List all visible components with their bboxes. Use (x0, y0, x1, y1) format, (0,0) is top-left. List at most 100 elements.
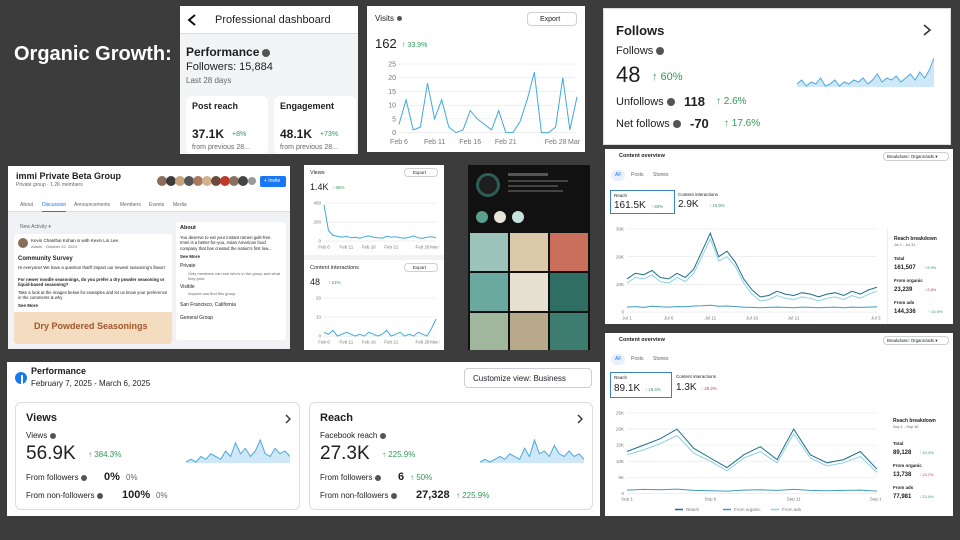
decoration (512, 211, 524, 223)
dashboard-header (180, 6, 358, 34)
info-icon (656, 47, 665, 56)
x-tick-label: Jul 1 (622, 315, 632, 320)
views-total: 1.4K (310, 182, 329, 192)
chevron[interactable] (922, 23, 932, 37)
tab[interactable]: Stories (653, 356, 669, 362)
post-text: Hi everyone! We have a question that'll … (18, 265, 166, 270)
followers: Followers: 15,884 (186, 61, 273, 73)
row-value: 100% (122, 489, 151, 501)
tab[interactable]: About (20, 202, 34, 208)
customize-dropdown[interactable]: Customize view: Business (464, 368, 592, 388)
y-tick-label: 0 (392, 130, 396, 137)
about-title: About (180, 225, 196, 231)
row-value: 89,128 (893, 450, 912, 456)
label-text: From non-followers (320, 491, 389, 500)
tab[interactable]: Stories (653, 172, 669, 178)
decoration (220, 176, 230, 186)
row-value: 13,738 (893, 472, 912, 478)
tab[interactable]: Events (149, 202, 165, 208)
follows-label: Follows (616, 46, 665, 57)
series-line (626, 432, 878, 473)
metric-box[interactable]: Reach 161.5K ↑ 83% (610, 190, 675, 214)
x-tick-label: Feb 21 (495, 139, 517, 146)
info-icon (81, 474, 88, 481)
x-tick-label: Feb 16 (362, 244, 377, 249)
y-tick-label: 10 (316, 315, 322, 320)
performance-panel: Performance February 7, 2025 - March 6, … (7, 362, 600, 516)
visits-title: Visits (375, 15, 402, 23)
y-tick-label: 10 (388, 103, 396, 110)
series-line (626, 488, 878, 492)
row-change: ↑ 225.9% (456, 491, 490, 500)
card-change: ↑ 225.9% (382, 450, 416, 459)
row-value: 23,239 (894, 287, 913, 293)
interactions-change: ↑ 21% (328, 280, 341, 285)
visits-total: 162 (375, 36, 397, 51)
stat-note: from previous 28... (192, 144, 250, 151)
card-value: 56.9K (26, 443, 76, 464)
back-arrow[interactable] (186, 13, 198, 27)
info-icon (396, 16, 402, 22)
row-change: ↑ 19.4% (919, 450, 934, 455)
tab[interactable]: All (611, 354, 625, 365)
decoration (510, 233, 548, 271)
decoration (157, 176, 167, 186)
row-label: From followers (26, 473, 88, 482)
card-title: Views (26, 412, 57, 424)
unfollows-label: Unfollows (616, 97, 675, 108)
export-button[interactable]: Export (404, 263, 438, 272)
row-label: From organic (893, 463, 922, 468)
tab[interactable]: Posts (631, 172, 644, 178)
row-label: From followers (320, 474, 382, 482)
invite-button[interactable]: + Invite (260, 176, 286, 187)
tab[interactable]: Discussion (42, 203, 67, 212)
see-more[interactable]: See More (180, 254, 201, 259)
row-change: ↓ 2.6% (924, 287, 937, 292)
breakdown-title: Reach breakdown (893, 418, 936, 424)
metric-box[interactable]: Content interactions 1.3K ↓ 25.2% (675, 372, 755, 398)
tab[interactable]: Announcements (74, 202, 111, 208)
tab[interactable]: All (611, 170, 625, 181)
row-value: 6 (398, 471, 405, 483)
tab[interactable]: Posts (631, 356, 644, 362)
see-more[interactable]: See More (18, 303, 39, 308)
metric-box[interactable]: Reach 89.1K ↑ 19.4% (610, 372, 672, 398)
y-tick-label: 5 (392, 116, 396, 123)
tab[interactable]: Media (173, 202, 187, 208)
metric-change: ↑ 10.9% (709, 203, 725, 208)
label-text: From followers (26, 473, 79, 482)
metric-value: 89.1K (614, 383, 641, 394)
chevron[interactable] (576, 413, 584, 425)
x-tick-label: Sep 16 (870, 497, 881, 502)
chevron[interactable] (284, 413, 292, 425)
series-line (626, 304, 878, 309)
info-icon (666, 98, 675, 107)
row-change: 0% (156, 491, 168, 500)
stat-label: Post reach (192, 101, 239, 111)
stat-note: from previous 28... (280, 144, 338, 151)
decoration (285, 414, 291, 424)
decoration (187, 14, 196, 26)
metric-box[interactable]: Content interactions 2.9K ↑ 10.9% (677, 190, 757, 214)
breakdown-dropdown[interactable]: Breakdown: Organic/ads ▾ (883, 152, 949, 161)
info-icon (391, 492, 398, 499)
y-tick-label: 10K (616, 282, 624, 287)
period: Last 28 days (186, 76, 232, 85)
export-button[interactable]: Export (404, 168, 438, 177)
row-value: 0% (104, 471, 120, 483)
about-visible: Visible (180, 284, 195, 290)
row-change: ↑ 10.9% (928, 309, 943, 314)
activity-filter[interactable]: New Activity ▾ (20, 224, 51, 230)
tab[interactable]: Members (120, 202, 141, 208)
y-tick-label: 20 (316, 296, 322, 301)
sparkline-area (186, 440, 290, 463)
dashboard-panel: Professional dashboard Performance Follo… (180, 6, 358, 154)
export-button[interactable]: Export (527, 12, 577, 26)
x-tick-label: Mar 3 (430, 244, 440, 249)
row-change: ↑ 23.4% (919, 494, 934, 499)
decoration (510, 313, 548, 350)
breakdown-dropdown[interactable]: Breakdown: Organic/ads ▾ (883, 336, 949, 345)
views-panel: Views Export 1.4K ↑ 66% 0 200 400 Feb 6 Feb … (304, 165, 444, 350)
member-avatars (157, 176, 256, 186)
